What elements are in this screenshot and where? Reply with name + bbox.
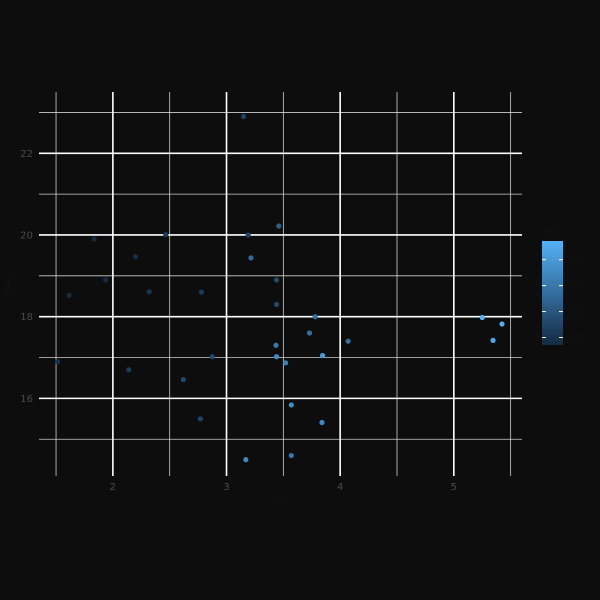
data-point xyxy=(54,359,61,365)
data-point xyxy=(243,457,249,463)
x-axis-title: wt xyxy=(274,494,288,507)
x-tick-label: 3 xyxy=(223,482,229,493)
data-point xyxy=(180,376,186,383)
data-point xyxy=(312,314,318,320)
y-tick-label: 18 xyxy=(20,312,33,323)
legend-tick-label: 300 xyxy=(568,282,585,292)
data-point xyxy=(273,354,280,360)
data-point xyxy=(198,289,205,295)
data-point xyxy=(197,416,203,422)
data-point xyxy=(276,223,282,229)
data-points xyxy=(54,113,505,463)
data-point xyxy=(273,342,279,348)
data-point xyxy=(319,352,326,359)
data-point xyxy=(479,314,485,321)
x-tick-label: 4 xyxy=(337,482,343,493)
data-point xyxy=(283,360,289,366)
legend-ticks: 100 200 300 400 xyxy=(542,256,585,344)
data-point xyxy=(490,337,496,343)
color-legend: disp 100 200 300 400 xyxy=(542,225,585,345)
data-point xyxy=(273,301,280,308)
data-point xyxy=(319,419,325,426)
legend-tick-label: 400 xyxy=(568,256,585,266)
y-tick-label: 16 xyxy=(20,394,33,405)
data-point xyxy=(126,367,132,373)
plot-panel xyxy=(39,92,522,476)
data-point xyxy=(133,254,139,260)
data-point xyxy=(91,236,97,242)
legend-colorbar xyxy=(542,241,563,345)
y-tick-label: 22 xyxy=(20,149,33,160)
y-tick-label: 20 xyxy=(20,230,33,241)
y-tick-labels: 16 18 20 22 xyxy=(20,149,33,405)
data-point xyxy=(273,277,280,283)
legend-tick-label: 100 xyxy=(568,334,585,344)
legend-tick-label: 200 xyxy=(568,308,585,318)
data-point xyxy=(248,255,254,261)
y-axis-title: qsec xyxy=(2,271,15,297)
data-point xyxy=(146,289,152,295)
data-point xyxy=(102,277,109,283)
data-point xyxy=(245,232,251,238)
data-point xyxy=(499,321,505,327)
data-point xyxy=(209,354,215,360)
grid-lines xyxy=(39,92,522,476)
data-point xyxy=(66,292,72,299)
data-point xyxy=(240,113,247,120)
data-point xyxy=(288,452,294,459)
data-point xyxy=(345,338,351,344)
data-point xyxy=(163,231,169,238)
x-tick-label: 2 xyxy=(110,482,116,493)
data-point xyxy=(306,330,313,336)
legend-title: disp xyxy=(542,225,565,238)
x-tick-labels: 2 3 4 5 xyxy=(110,482,457,493)
data-point xyxy=(288,402,294,408)
x-tick-label: 5 xyxy=(451,482,457,493)
